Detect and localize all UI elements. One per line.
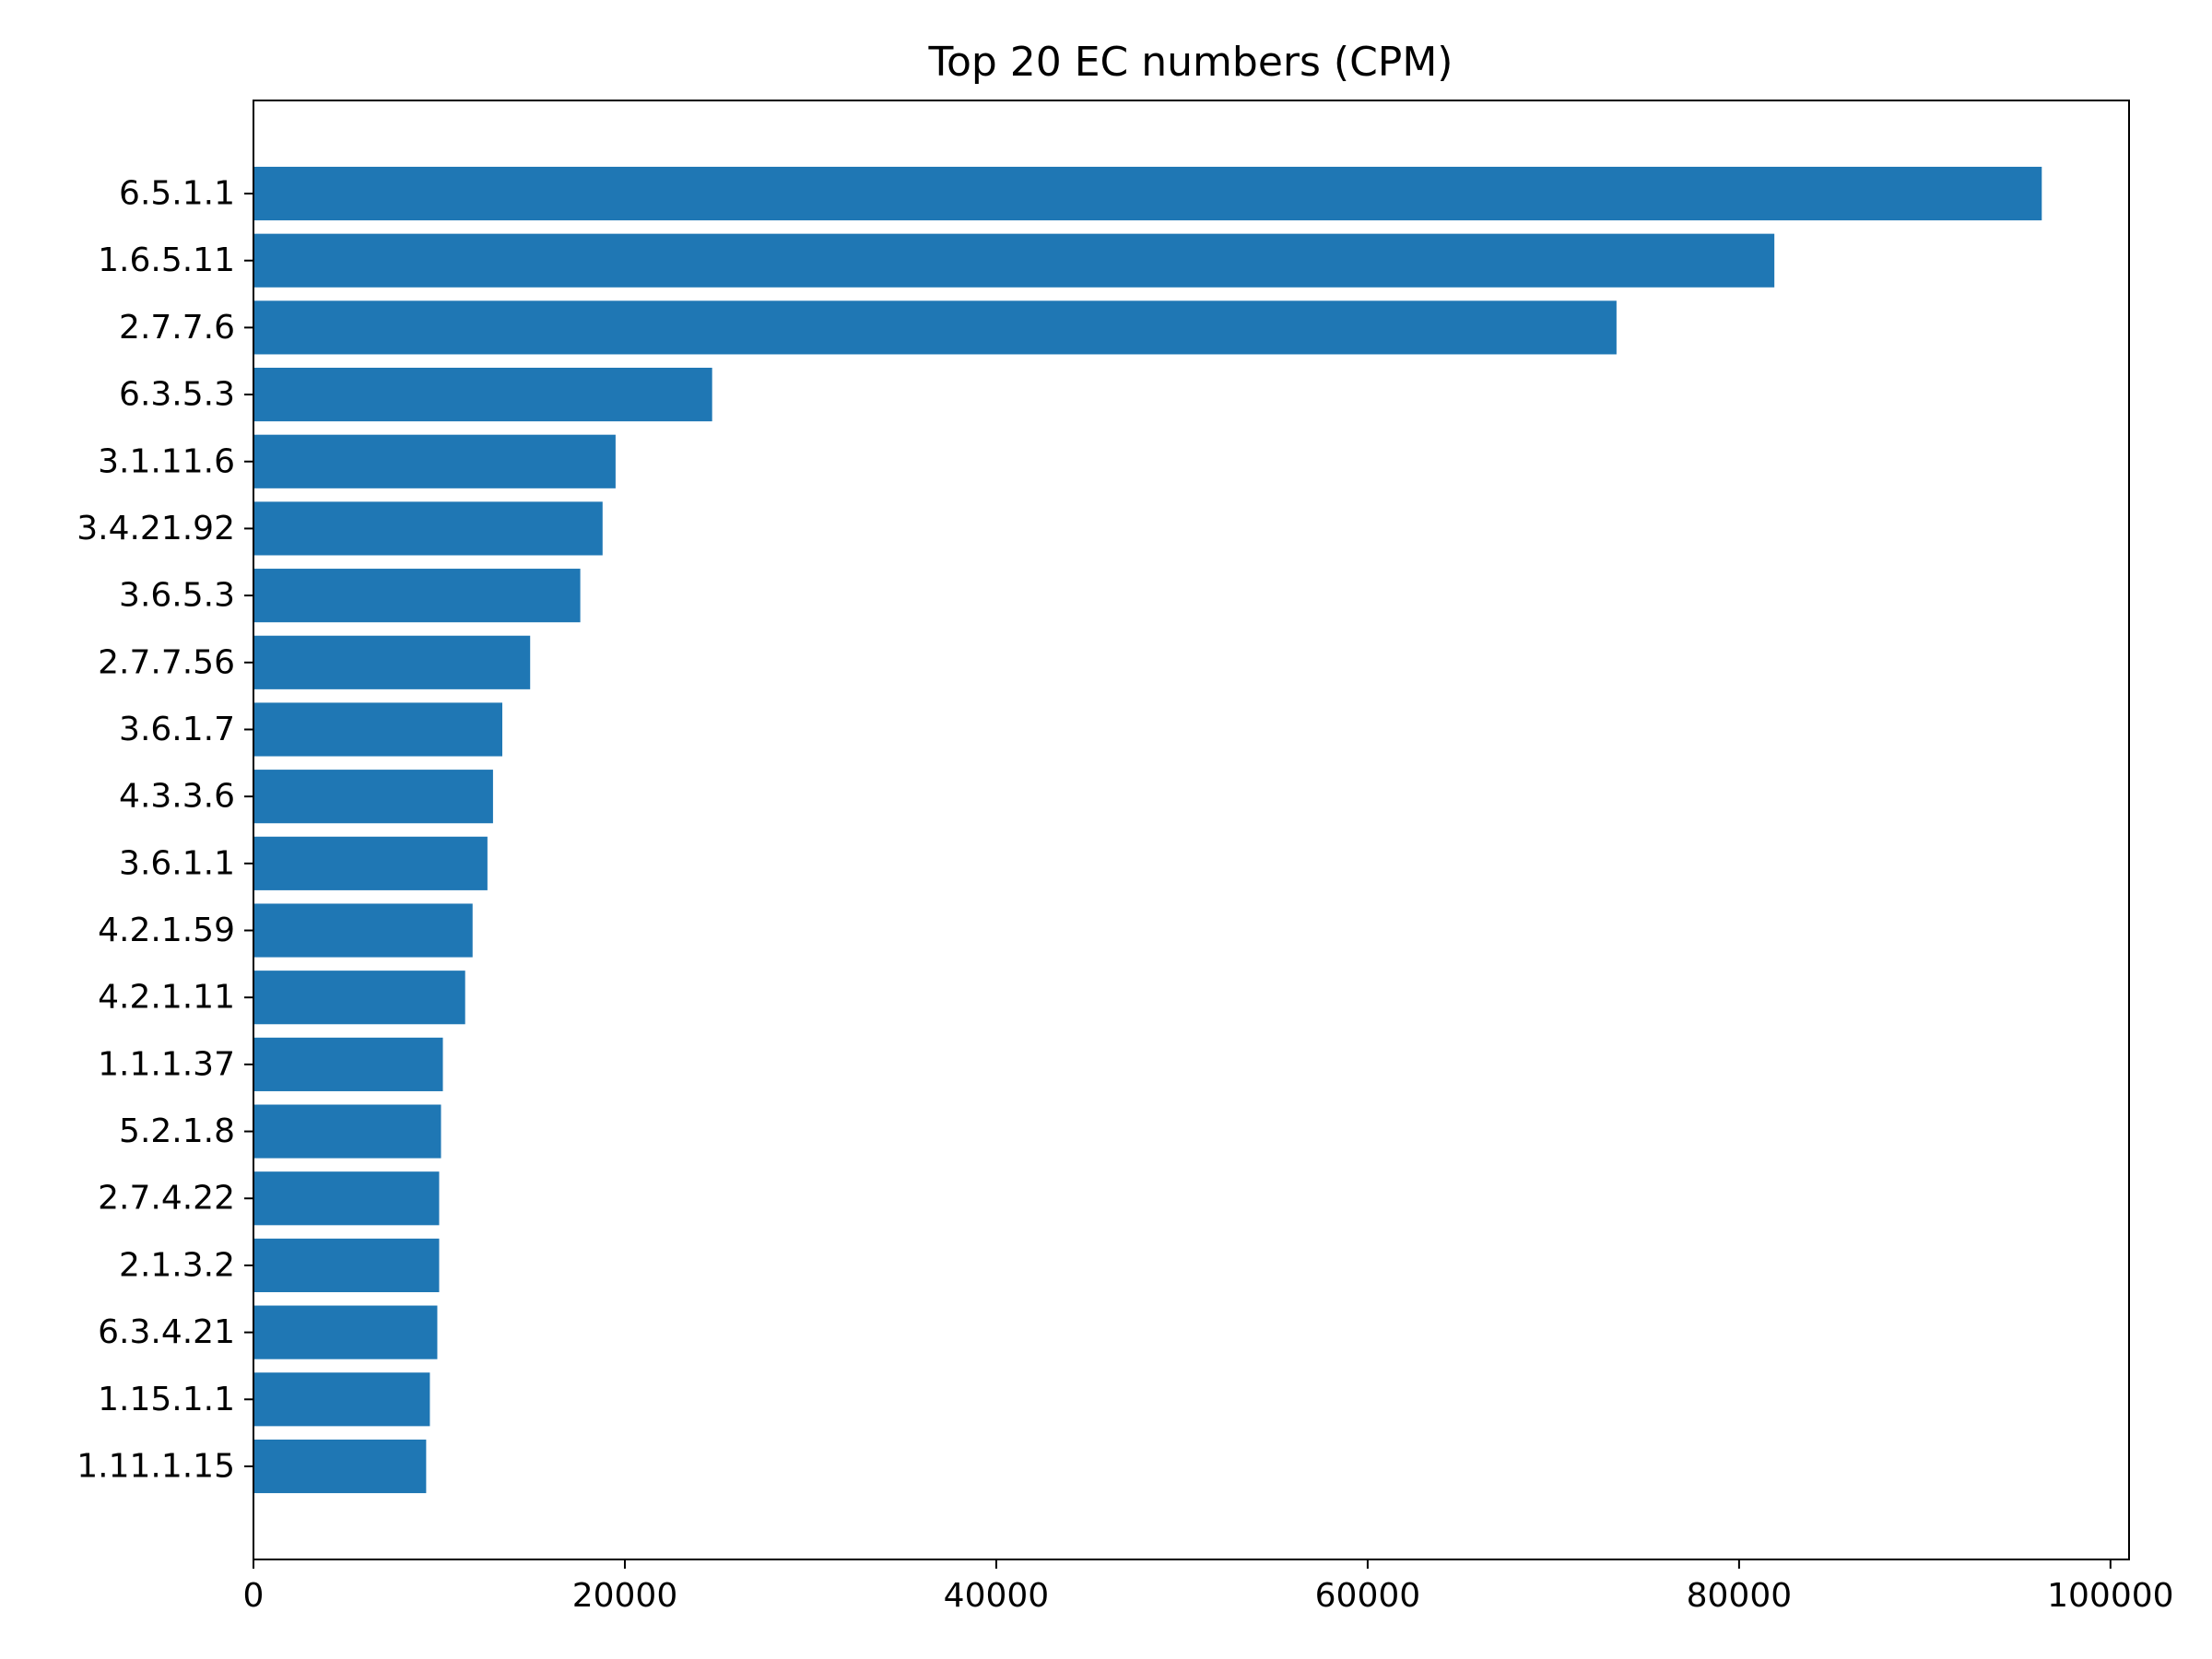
x-tick-label: 0	[243, 1577, 265, 1615]
bar-1.1.1.37	[253, 1037, 443, 1091]
bar-6.3.4.21	[253, 1305, 438, 1359]
bar-2.1.3.2	[253, 1238, 440, 1293]
y-tick-label: 5.2.1.8	[119, 1112, 235, 1150]
y-tick-label: 2.7.7.6	[119, 309, 235, 347]
x-tick-label: 100000	[2047, 1577, 2173, 1615]
bar-2.7.7.6	[253, 300, 1617, 355]
y-tick-label: 4.3.3.6	[119, 778, 235, 816]
bar-2.7.4.22	[253, 1171, 440, 1226]
bar-3.6.1.1	[253, 836, 488, 890]
bar-4.3.3.6	[253, 770, 493, 824]
y-tick-label: 3.1.11.6	[98, 442, 235, 480]
x-tick-label: 80000	[1687, 1577, 1793, 1615]
x-tick-label: 60000	[1315, 1577, 1421, 1615]
bar-1.15.1.1	[253, 1372, 430, 1427]
y-axis-ticks: 6.5.1.1 1.6.5.11 2.7.7.6 6.3.5.3 3.1.11.6 3.4…	[76, 175, 253, 1485]
bar-5.2.1.8	[253, 1104, 441, 1159]
x-tick-label: 40000	[944, 1577, 1050, 1615]
bar-3.4.21.92	[253, 501, 603, 556]
bar-3.6.1.7	[253, 702, 502, 757]
bar-6.3.5.3	[253, 367, 712, 422]
y-tick-label: 2.1.3.2	[119, 1246, 235, 1284]
plot-frame	[253, 100, 2130, 1560]
bar-4.2.1.59	[253, 903, 473, 958]
y-tick-label: 2.7.7.56	[98, 643, 235, 681]
y-tick-label: 1.1.1.37	[98, 1045, 235, 1083]
bar-2.7.7.56	[253, 635, 531, 689]
x-axis-ticks: 0 20000 40000 60000 80000 100000	[243, 1559, 2174, 1615]
y-tick-label: 6.3.5.3	[119, 376, 235, 414]
bar-3.1.11.6	[253, 434, 616, 488]
y-tick-label: 6.3.4.21	[98, 1313, 235, 1351]
y-tick-label: 6.5.1.1	[119, 175, 235, 213]
bars-group	[253, 166, 2042, 1494]
bar-4.2.1.11	[253, 971, 465, 1025]
chart-title: Top 20 EC numbers (CPM)	[928, 39, 1453, 86]
bar-3.6.5.3	[253, 569, 581, 623]
y-tick-label: 1.11.1.15	[76, 1447, 235, 1485]
y-tick-label: 2.7.4.22	[98, 1180, 235, 1218]
y-tick-label: 3.6.1.1	[119, 844, 235, 882]
y-tick-label: 4.2.1.11	[98, 979, 235, 1017]
y-tick-label: 1.15.1.1	[98, 1381, 235, 1418]
bar-1.6.5.11	[253, 233, 1775, 288]
x-tick-label: 20000	[572, 1577, 678, 1615]
y-tick-label: 3.4.21.92	[76, 510, 235, 547]
y-tick-label: 4.2.1.59	[98, 912, 235, 949]
bar-6.5.1.1	[253, 166, 2042, 221]
y-tick-label: 1.6.5.11	[98, 241, 235, 279]
y-tick-label: 3.6.1.7	[119, 711, 235, 748]
y-tick-label: 3.6.5.3	[119, 577, 235, 615]
bar-1.11.1.15	[253, 1439, 427, 1494]
